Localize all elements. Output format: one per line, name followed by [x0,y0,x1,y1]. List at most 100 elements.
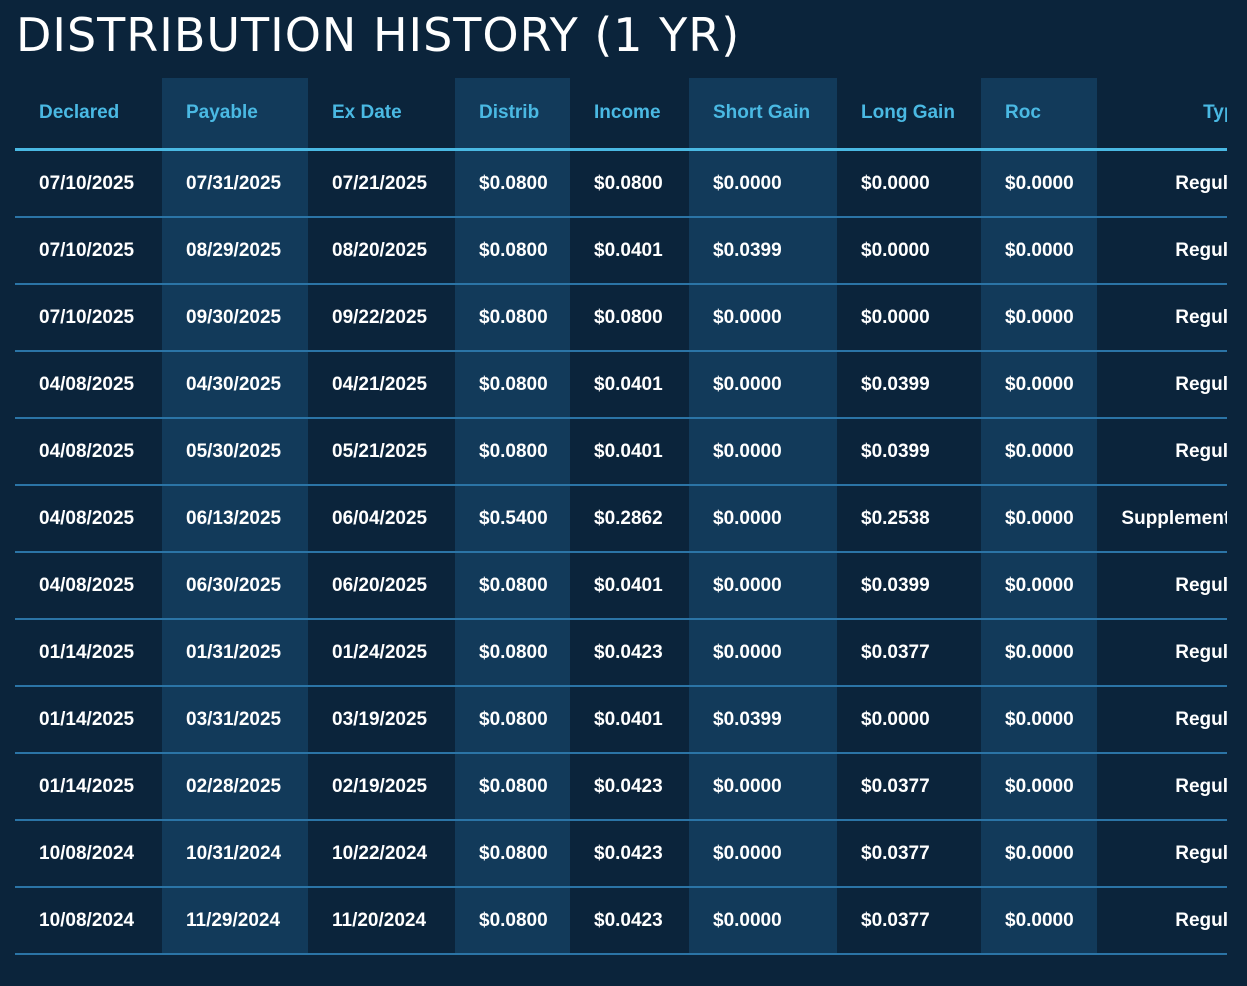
column-header: Short Gain [689,78,837,151]
table-row: 07/10/2025 09/30/2025 09/22/2025 $0.0800 $0.… [15,284,1227,352]
table-cell: $0.0000 [837,686,981,754]
table-row: 10/08/2024 10/31/2024 10/22/2024 $0.0800 $0.… [15,820,1227,888]
table-cell: 04/08/2025 [15,351,162,419]
table-cell: 06/04/2025 [308,485,455,553]
table-row: 04/08/2025 06/13/2025 06/04/2025 $0.5400 $0.… [15,485,1227,553]
table-cell: $0.0423 [570,887,689,955]
table-cell: $0.0000 [837,149,981,218]
table-cell: Regular [1097,686,1227,754]
table-cell: 06/30/2025 [162,552,308,620]
table-cell: 04/30/2025 [162,351,308,419]
table-cell: $0.0800 [455,217,570,285]
table-cell: 01/14/2025 [15,686,162,754]
column-header: Type [1097,78,1227,151]
table-cell: 01/14/2025 [15,753,162,821]
table-cell: 07/10/2025 [15,217,162,285]
table-row: 10/08/2024 11/29/2024 11/20/2024 $0.0800 $0.… [15,887,1227,955]
table-cell: 06/20/2025 [308,552,455,620]
table-cell: 04/08/2025 [15,552,162,620]
table-cell: Supplemental [1097,485,1227,553]
table-cell: $0.0423 [570,820,689,888]
table-cell: 07/10/2025 [15,149,162,218]
table-cell: $0.0000 [981,619,1097,687]
table-cell: 06/13/2025 [162,485,308,553]
table-cell: $0.0401 [570,217,689,285]
table-cell: $0.0000 [689,619,837,687]
table-cell: $0.0423 [570,753,689,821]
table-cell: $0.5400 [455,485,570,553]
table-cell: 03/31/2025 [162,686,308,754]
table-cell: 05/30/2025 [162,418,308,486]
table-cell: Regular [1097,887,1227,955]
table-cell: $0.0377 [837,753,981,821]
table-cell: 08/29/2025 [162,217,308,285]
table-cell: $0.0000 [689,351,837,419]
table-cell: Regular [1097,217,1227,285]
table-cell: $0.0800 [455,820,570,888]
table-cell: $0.0000 [689,284,837,352]
table-cell: $0.0800 [455,686,570,754]
table-cell: 04/08/2025 [15,418,162,486]
table-cell: Regular [1097,149,1227,218]
table-cell: $0.0000 [981,686,1097,754]
table-cell: 01/14/2025 [15,619,162,687]
table-row: 04/08/2025 04/30/2025 04/21/2025 $0.0800 $0.… [15,351,1227,419]
table-cell: $0.0000 [689,820,837,888]
table-cell: 02/19/2025 [308,753,455,821]
table-cell: $0.0401 [570,552,689,620]
table-cell: 02/28/2025 [162,753,308,821]
table-cell: Regular [1097,418,1227,486]
table-cell: 10/08/2024 [15,820,162,888]
table-cell: Regular [1097,351,1227,419]
table-cell: $0.0000 [981,887,1097,955]
table-cell: 03/19/2025 [308,686,455,754]
table-cell: $0.0000 [689,418,837,486]
column-header: Declared [15,78,162,151]
table-cell: $0.0000 [837,217,981,285]
table-cell: 07/21/2025 [308,149,455,218]
table-cell: $0.0399 [689,686,837,754]
table-cell: 10/08/2024 [15,887,162,955]
table-cell: $0.0401 [570,351,689,419]
table-cell: Regular [1097,552,1227,620]
distribution-table: Declared Payable Ex Date Distrib Income Short… [15,78,1227,955]
column-header: Roc [981,78,1097,151]
table-cell: $0.0000 [981,485,1097,553]
table-row: 07/10/2025 08/29/2025 08/20/2025 $0.0800 $0.… [15,217,1227,285]
table-cell: $0.0800 [570,149,689,218]
table-cell: $0.0377 [837,619,981,687]
column-header: Income [570,78,689,151]
column-header: Distrib [455,78,570,151]
table-cell: 09/30/2025 [162,284,308,352]
table-cell: $0.0399 [837,418,981,486]
column-header: Long Gain [837,78,981,151]
table-cell: $0.0800 [455,284,570,352]
table-cell: $0.2538 [837,485,981,553]
table-cell: $0.0399 [689,217,837,285]
table-cell: $0.0399 [837,351,981,419]
table-cell: 09/22/2025 [308,284,455,352]
table-cell: Regular [1097,753,1227,821]
table-cell: $0.0000 [689,485,837,553]
table-cell: $0.0800 [455,149,570,218]
table-cell: $0.0000 [981,552,1097,620]
table-body: 07/10/2025 07/31/2025 07/21/2025 $0.0800 $0.… [15,149,1227,955]
table-cell: 04/21/2025 [308,351,455,419]
table-row: 04/08/2025 06/30/2025 06/20/2025 $0.0800 $0.… [15,552,1227,620]
table-cell: $0.0377 [837,887,981,955]
table-cell: $0.0800 [570,284,689,352]
table-cell: $0.0000 [981,351,1097,419]
table-cell: 10/22/2024 [308,820,455,888]
table-row: 07/10/2025 07/31/2025 07/21/2025 $0.0800 $0.… [15,149,1227,218]
table-cell: $0.0800 [455,351,570,419]
table-row: 01/14/2025 02/28/2025 02/19/2025 $0.0800 $0.… [15,753,1227,821]
table-cell: $0.0000 [981,418,1097,486]
table-cell: 01/24/2025 [308,619,455,687]
table-row: 01/14/2025 03/31/2025 03/19/2025 $0.0800 $0.… [15,686,1227,754]
table-cell: 08/20/2025 [308,217,455,285]
table-cell: 11/29/2024 [162,887,308,955]
table-cell: Regular [1097,619,1227,687]
table-cell: 07/31/2025 [162,149,308,218]
table-cell: $0.2862 [570,485,689,553]
